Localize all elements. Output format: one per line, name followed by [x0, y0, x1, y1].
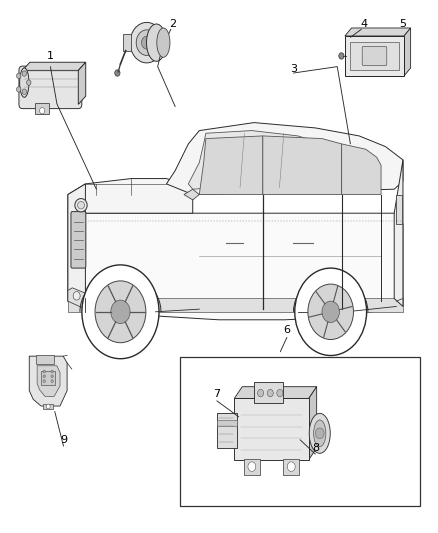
- Circle shape: [27, 80, 31, 85]
- Polygon shape: [234, 387, 317, 399]
- Polygon shape: [68, 179, 193, 213]
- Bar: [234, 399, 309, 459]
- Circle shape: [43, 379, 46, 383]
- Circle shape: [267, 389, 273, 397]
- Ellipse shape: [146, 24, 166, 61]
- Polygon shape: [68, 213, 403, 320]
- Circle shape: [322, 301, 339, 322]
- Polygon shape: [263, 136, 342, 195]
- Polygon shape: [166, 123, 403, 195]
- Circle shape: [46, 404, 50, 409]
- FancyBboxPatch shape: [362, 46, 387, 66]
- Polygon shape: [404, 28, 411, 76]
- Circle shape: [82, 265, 159, 359]
- Polygon shape: [68, 184, 85, 301]
- Ellipse shape: [314, 420, 326, 447]
- Polygon shape: [342, 144, 381, 195]
- Circle shape: [51, 375, 53, 378]
- Circle shape: [95, 281, 146, 343]
- Polygon shape: [37, 366, 60, 397]
- Polygon shape: [29, 356, 67, 406]
- Polygon shape: [394, 160, 403, 306]
- Circle shape: [258, 389, 264, 397]
- Ellipse shape: [78, 201, 85, 209]
- Text: 8: 8: [312, 443, 319, 453]
- Text: 2: 2: [170, 19, 177, 29]
- Circle shape: [39, 108, 45, 114]
- Circle shape: [136, 30, 157, 55]
- Text: 3: 3: [290, 64, 297, 74]
- Circle shape: [308, 284, 353, 340]
- Circle shape: [130, 22, 163, 63]
- Polygon shape: [188, 131, 350, 189]
- Circle shape: [277, 389, 283, 397]
- Circle shape: [17, 73, 21, 78]
- Circle shape: [51, 370, 53, 373]
- Polygon shape: [22, 62, 86, 70]
- Polygon shape: [78, 62, 86, 104]
- Bar: [123, 34, 131, 51]
- Circle shape: [22, 89, 27, 94]
- Polygon shape: [309, 387, 317, 459]
- Circle shape: [287, 462, 295, 471]
- Text: 7: 7: [213, 390, 220, 399]
- Ellipse shape: [75, 198, 87, 212]
- Circle shape: [339, 53, 344, 59]
- Circle shape: [315, 428, 324, 439]
- Circle shape: [111, 300, 130, 324]
- Polygon shape: [184, 189, 199, 200]
- Bar: [396, 195, 402, 224]
- Circle shape: [73, 292, 80, 300]
- Circle shape: [248, 462, 256, 471]
- Ellipse shape: [20, 68, 29, 98]
- Bar: [345, 36, 404, 76]
- Circle shape: [17, 87, 21, 92]
- Bar: [43, 404, 53, 409]
- Circle shape: [115, 70, 120, 76]
- Bar: [36, 355, 54, 365]
- Ellipse shape: [157, 28, 170, 58]
- Text: 9: 9: [60, 435, 67, 445]
- Bar: [180, 357, 420, 506]
- Bar: [217, 413, 237, 448]
- FancyBboxPatch shape: [19, 66, 82, 109]
- Circle shape: [22, 71, 27, 76]
- Circle shape: [43, 370, 46, 373]
- Text: 4: 4: [360, 19, 367, 29]
- Text: 1: 1: [47, 51, 54, 61]
- Bar: [254, 383, 283, 403]
- Bar: [350, 42, 399, 69]
- Polygon shape: [199, 136, 263, 195]
- Ellipse shape: [309, 414, 330, 453]
- Polygon shape: [68, 288, 85, 309]
- Circle shape: [51, 379, 53, 383]
- Circle shape: [43, 375, 46, 378]
- Bar: [68, 298, 403, 312]
- Bar: [283, 458, 299, 474]
- Text: 5: 5: [399, 19, 406, 29]
- Circle shape: [141, 36, 152, 49]
- Circle shape: [295, 268, 367, 356]
- FancyBboxPatch shape: [71, 212, 86, 268]
- Bar: [41, 370, 55, 385]
- Text: 6: 6: [283, 326, 290, 335]
- Polygon shape: [345, 28, 411, 36]
- Bar: [244, 458, 260, 474]
- Bar: [217, 420, 237, 426]
- Bar: [35, 103, 49, 115]
